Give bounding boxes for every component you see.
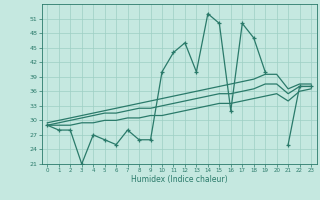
X-axis label: Humidex (Indice chaleur): Humidex (Indice chaleur) [131, 175, 228, 184]
